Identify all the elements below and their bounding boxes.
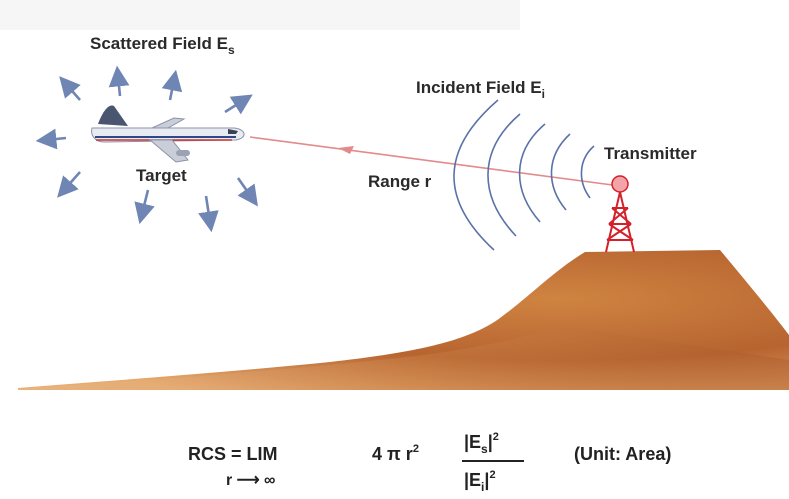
- formula-limit: r ⟶ ∞: [226, 472, 276, 489]
- target-label: Target: [136, 166, 187, 185]
- formula-lhs: RCS = LIM: [188, 444, 278, 464]
- range-line: [249, 136, 621, 187]
- formula-coefficient: 4 π r2: [372, 443, 419, 464]
- transmitter-label: Transmitter: [604, 144, 697, 163]
- rcs-formula: RCS = LIM r ⟶ ∞ 4 π r2 |Es|2 |Ei|2 (Unit…: [0, 430, 789, 499]
- incident-wavefronts: [453, 99, 595, 251]
- formula-fraction-bar: [462, 460, 524, 462]
- incident-field-label: Incident Field Ei: [416, 78, 545, 101]
- formula-numerator: |Es|2: [464, 431, 499, 456]
- range-arrow-head: [338, 146, 354, 154]
- header-strip: [0, 0, 520, 30]
- formula-unit: (Unit: Area): [574, 444, 672, 464]
- hill-base-shade: [18, 325, 789, 390]
- scattered-field-arrows: [35, 65, 258, 233]
- formula-denominator: |Ei|2: [464, 469, 496, 494]
- airplane-icon: [91, 105, 245, 163]
- transmitter-tower-icon: [605, 175, 635, 253]
- scattered-field-label: Scattered Field Es: [90, 34, 235, 57]
- range-label: Range r: [368, 172, 432, 191]
